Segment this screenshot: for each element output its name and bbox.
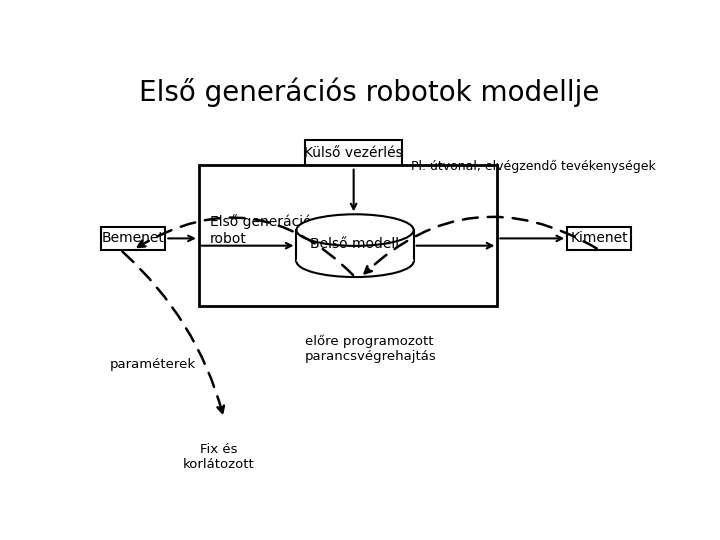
- FancyArrowPatch shape: [138, 218, 353, 275]
- Bar: [101, 227, 166, 250]
- Text: Első generációs
robot: Első generációs robot: [210, 214, 319, 246]
- Text: Belső modell: Belső modell: [310, 237, 400, 251]
- Text: Bemenet: Bemenet: [102, 232, 165, 245]
- Bar: [305, 140, 402, 167]
- FancyArrowPatch shape: [122, 252, 224, 413]
- Text: paraméterek: paraméterek: [109, 357, 196, 370]
- Ellipse shape: [297, 246, 413, 277]
- Ellipse shape: [297, 214, 413, 246]
- FancyArrowPatch shape: [365, 217, 597, 273]
- Text: Külső vezérlés: Külső vezérlés: [305, 146, 403, 160]
- Text: Kimenet: Kimenet: [570, 232, 628, 245]
- Text: Első generációs robotok modellje: Első generációs robotok modellje: [139, 77, 599, 106]
- Text: előre programozott
parancsvégrehajtás: előre programozott parancsvégrehajtás: [305, 335, 436, 363]
- Bar: [567, 227, 631, 250]
- Text: Fix és
korlátozott: Fix és korlátozott: [182, 443, 254, 471]
- Text: Pl. útvonal, elvégzendő tevékenységek: Pl. útvonal, elvégzendő tevékenységek: [411, 160, 656, 173]
- Bar: [297, 230, 413, 261]
- Bar: [199, 165, 498, 306]
